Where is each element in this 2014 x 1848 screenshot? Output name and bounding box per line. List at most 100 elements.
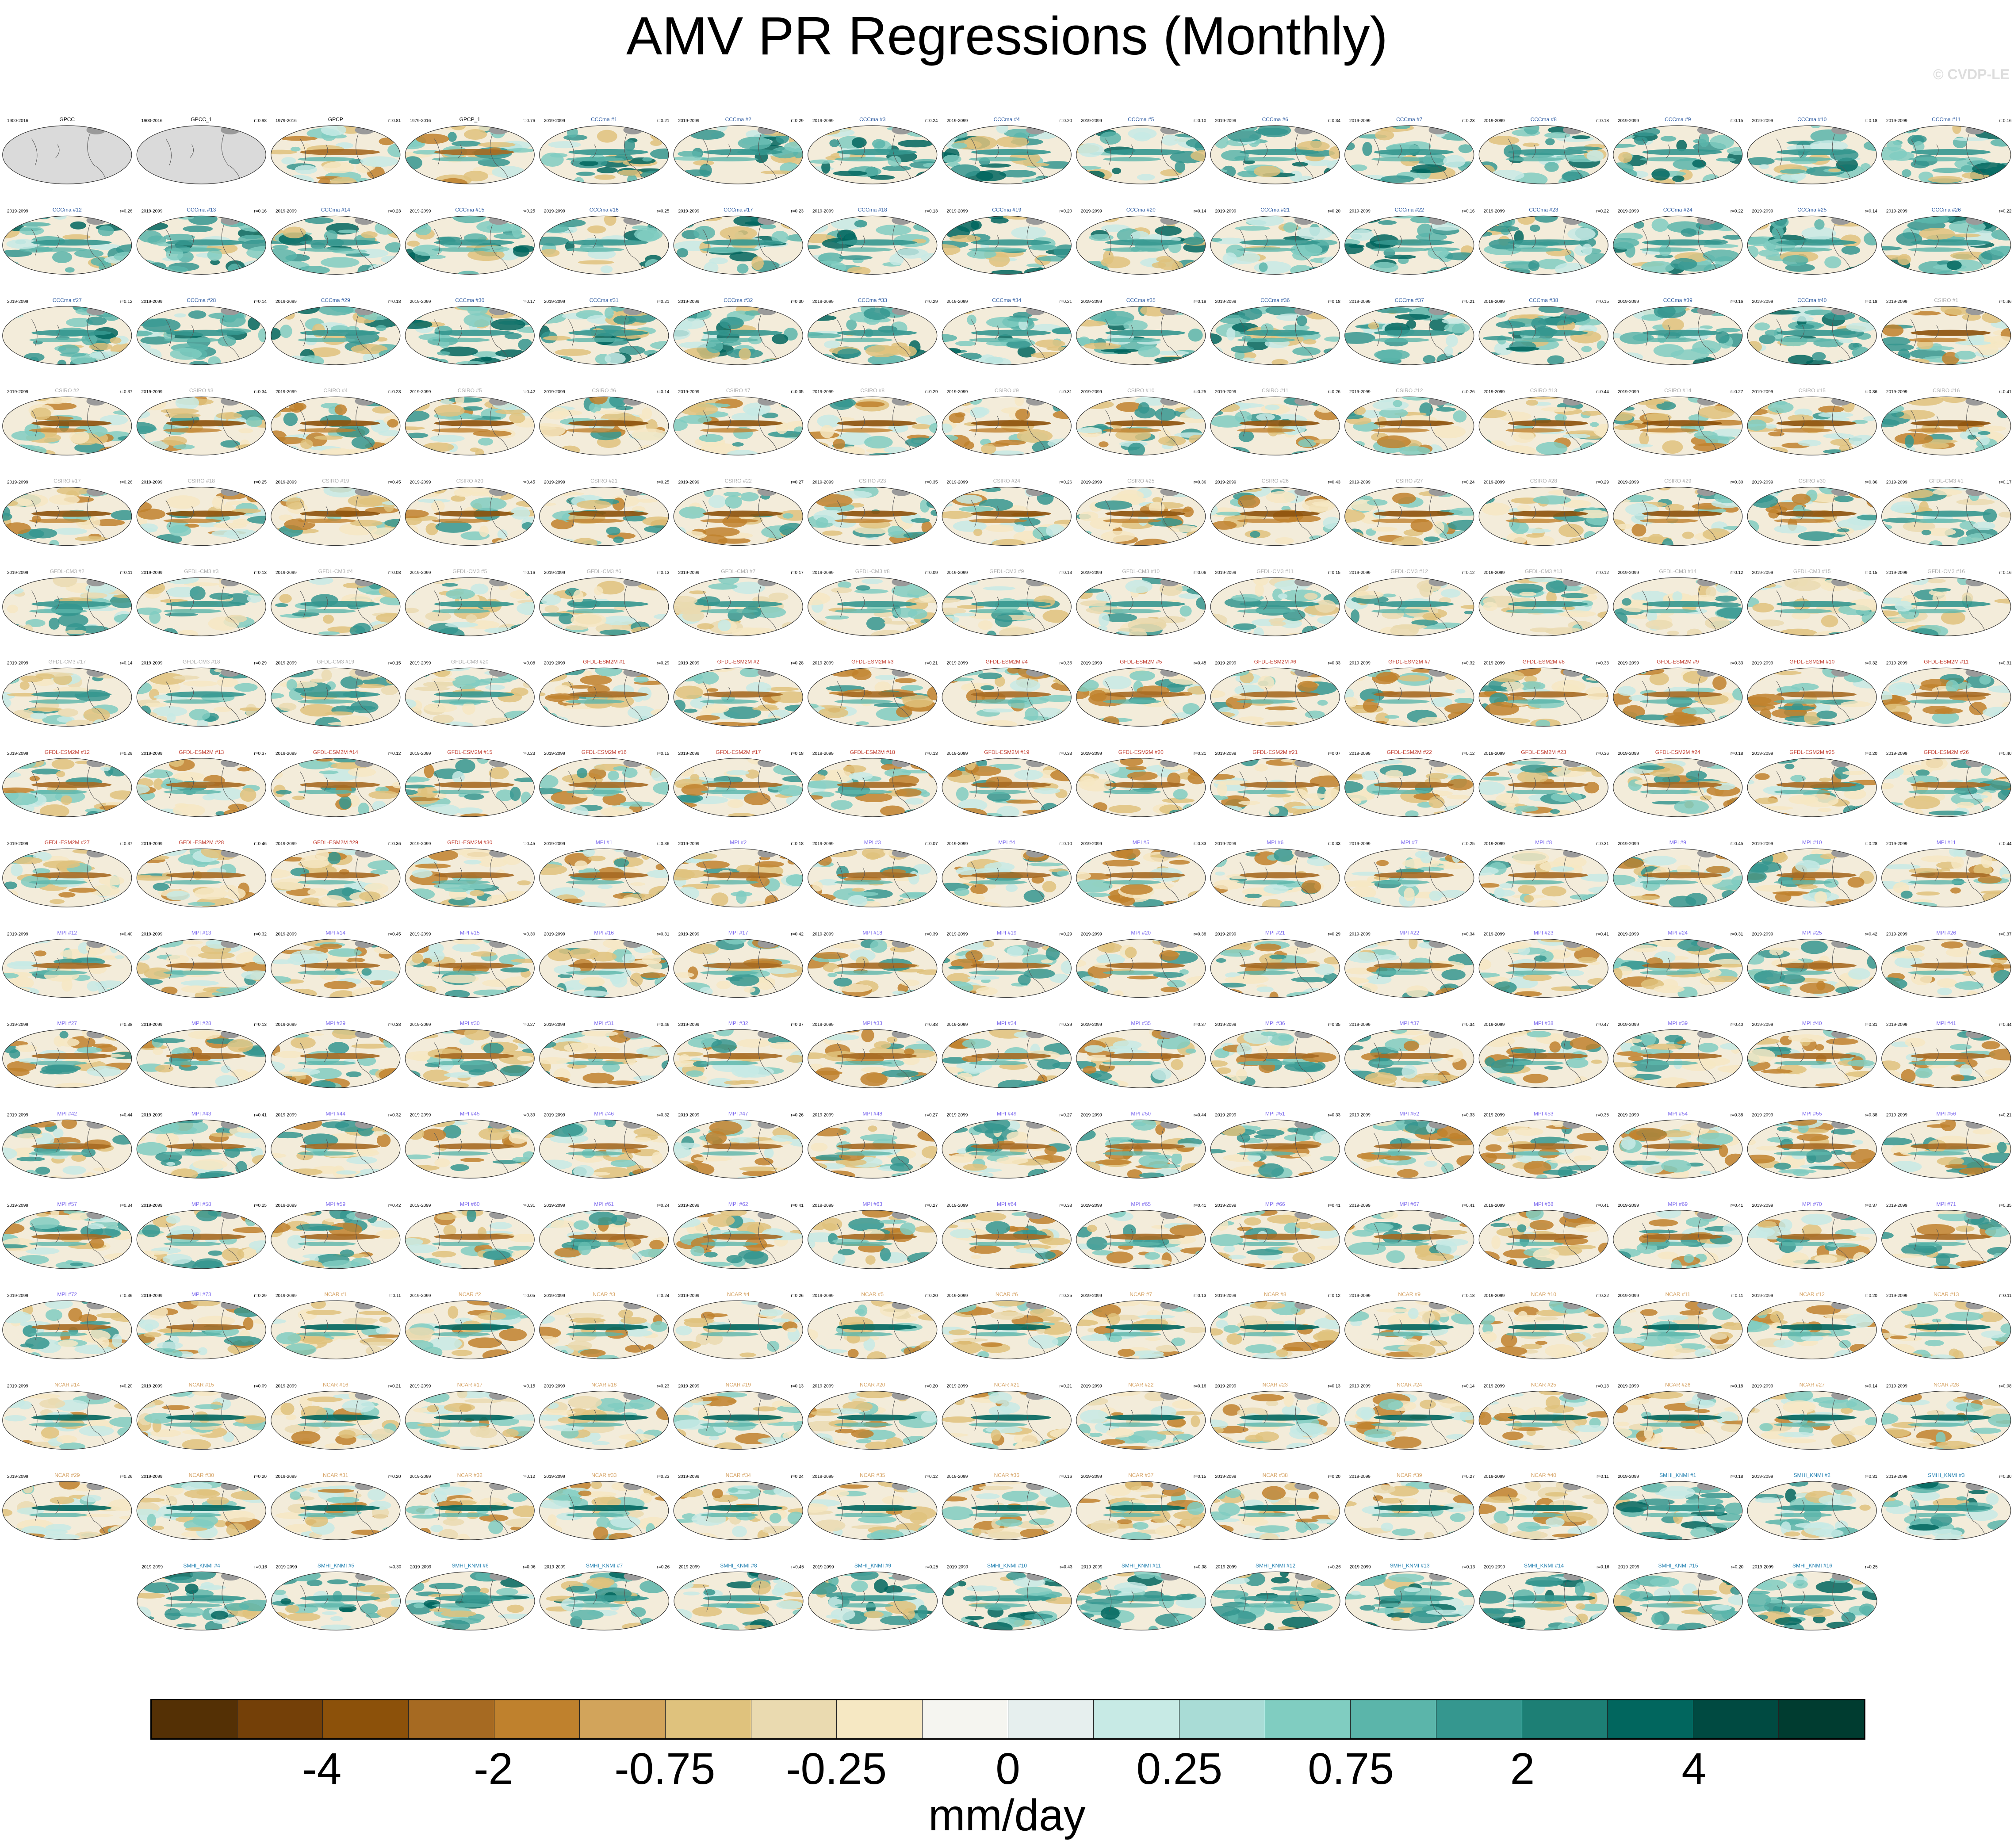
panel-correlation-label: r=0.33 — [1462, 1113, 1475, 1117]
panel-title-label: MPI #40 — [1802, 1020, 1822, 1026]
panel-title-label: MPI #52 — [1399, 1110, 1419, 1117]
panel-title-label: NCAR #20 — [860, 1382, 885, 1388]
panel-correlation-label: r=0.37 — [1999, 932, 2012, 937]
panel-title-label: MPI #54 — [1668, 1110, 1688, 1117]
panel-period-label: 2019-2099 — [1886, 1113, 1907, 1117]
panel-correlation-label: r=0.34 — [120, 1203, 133, 1208]
map-field — [1076, 126, 1206, 184]
map-panel: 2019-2099 GFDL-ESM2M #19 r=0.33 — [942, 749, 1072, 817]
panel-title-label: CCCma #40 — [1797, 297, 1826, 303]
map-field — [1747, 487, 1877, 546]
panel-title-label: MPI #38 — [1534, 1020, 1554, 1026]
map-field — [271, 849, 400, 907]
map-field — [137, 849, 266, 907]
panel-correlation-label: r=0.08 — [1999, 1384, 2012, 1389]
map-field — [2, 1481, 132, 1540]
panel-correlation-label: r=0.25 — [254, 1203, 267, 1208]
panel-period-label: 2019-2099 — [1081, 119, 1102, 123]
panel-correlation-label: r=0.05 — [522, 1293, 535, 1298]
panel-period-label: 2019-2099 — [544, 299, 565, 304]
panel-correlation-label: r=0.29 — [657, 661, 670, 666]
map-field — [539, 939, 669, 998]
map-field — [1613, 397, 1742, 455]
map-panel: 2019-2099 MPI #69 r=0.41 — [1613, 1201, 1743, 1269]
panel-period-label: 2019-2099 — [544, 570, 565, 575]
panel-period-label: 2019-2099 — [1752, 299, 1773, 304]
map-panel: 2019-2099 MPI #42 r=0.44 — [2, 1110, 133, 1178]
map-field — [1479, 1029, 1608, 1088]
map-panel: 2019-2099 MPI #47 r=0.26 — [673, 1110, 804, 1178]
panel-correlation-label: r=0.25 — [1059, 1293, 1072, 1298]
map-field — [1210, 939, 1340, 998]
panel-period-label: 2019-2099 — [1484, 209, 1505, 214]
map-panel: 2019-2099 CCCma #37 r=0.21 — [1344, 297, 1475, 365]
panel-title-label: GFDL-ESM2M #23 — [1521, 749, 1566, 755]
panel-title-label: NCAR #5 — [861, 1291, 884, 1297]
map-panel: 2019-2099 MPI #27 r=0.38 — [2, 1020, 133, 1088]
panel-period-label: 2019-2099 — [276, 390, 297, 394]
panel-title-label: CSIRO #11 — [1262, 387, 1289, 394]
panel-period-label: 2019-2099 — [1752, 570, 1773, 575]
panel-period-label: 2019-2099 — [1081, 480, 1102, 485]
panel-period-label: 2019-2099 — [544, 661, 565, 666]
map-panel: 2019-2099 MPI #56 r=0.21 — [1881, 1110, 2012, 1178]
panel-period-label: 2019-2099 — [1081, 932, 1102, 937]
panel-period-label: 2019-2099 — [1215, 1113, 1237, 1117]
map-field — [1881, 758, 2011, 817]
map-panel: 2019-2099 GFDL-CM3 #10 r=0.06 — [1076, 568, 1206, 636]
panel-title-label: GFDL-ESM2M #26 — [1924, 749, 1969, 755]
panel-title-label: GFDL-ESM2M #22 — [1387, 749, 1432, 755]
panel-correlation-label: r=0.20 — [1059, 209, 1072, 214]
panel-correlation-label: r=0.30 — [1731, 480, 1743, 485]
map-panel: 2019-2099 GFDL-ESM2M #25 r=0.20 — [1747, 749, 1877, 817]
panel-correlation-label: r=0.20 — [1731, 1565, 1744, 1569]
panel-period-label: 2019-2099 — [678, 1113, 700, 1117]
panel-period-label: 2019-2099 — [1618, 1113, 1639, 1117]
map-field — [271, 216, 400, 275]
panel-title-label: NCAR #29 — [54, 1472, 80, 1478]
map-panel: 2019-2099 MPI #46 r=0.32 — [539, 1110, 670, 1178]
panel-period-label: 2019-2099 — [7, 661, 28, 666]
panel-correlation-label: r=0.33 — [1731, 661, 1743, 666]
colorbar-tick-label: 0 — [996, 1744, 1020, 1794]
panel-period-label: 2019-2099 — [1349, 661, 1371, 666]
map-field — [137, 1120, 266, 1178]
map-panel: 2019-2099 NCAR #9 r=0.18 — [1344, 1291, 1475, 1359]
panel-correlation-label: r=0.38 — [1865, 1113, 1877, 1117]
map-panel: 2019-2099 MPI #54 r=0.38 — [1613, 1110, 1743, 1178]
panel-period-label: 2019-2099 — [1349, 390, 1371, 394]
panel-period-label: 2019-2099 — [1081, 661, 1102, 666]
panel-correlation-label: r=0.07 — [925, 842, 938, 846]
panel-title-label: NCAR #1 — [324, 1291, 347, 1297]
panel-period-label: 2019-2099 — [947, 1293, 968, 1298]
panel-period-label: 2019-2099 — [1081, 1565, 1103, 1569]
map-field — [674, 849, 803, 907]
map-panel: 2019-2099 CSIRO #8 r=0.29 — [808, 387, 938, 455]
map-panel: 2019-2099 CSIRO #11 r=0.26 — [1210, 387, 1340, 455]
map-field — [1747, 397, 1877, 455]
panel-title-label: CSIRO #16 — [1933, 387, 1960, 394]
map-field — [942, 758, 1072, 817]
map-panel: 2019-2099 MPI #59 r=0.42 — [271, 1201, 401, 1269]
map-panel: 2019-2099 SMHI_KNMI #7 r=0.26 — [539, 1562, 670, 1630]
panel-period-label: 2019-2099 — [544, 1474, 565, 1479]
panel-correlation-label: r=0.11 — [1731, 1293, 1743, 1298]
panel-correlation-label: r=0.21 — [925, 661, 938, 666]
panel-title-label: CCCma #26 — [1932, 207, 1961, 213]
panel-correlation-label: r=0.29 — [1059, 932, 1072, 937]
map-field — [808, 1029, 937, 1088]
map-field — [137, 578, 266, 636]
panel-correlation-label: r=0.12 — [1328, 1293, 1340, 1298]
panel-title-label: CCCma #34 — [992, 297, 1021, 303]
panel-correlation-label: r=0.12 — [1462, 570, 1475, 575]
colorbar-tick-label: -4 — [302, 1744, 342, 1794]
panel-period-label: 2019-2099 — [1886, 390, 1907, 394]
map-field — [1076, 487, 1206, 546]
panel-period-label: 2019-2099 — [1484, 119, 1505, 123]
panel-correlation-label: r=0.16 — [1999, 570, 2012, 575]
panel-correlation-label: r=0.32 — [254, 932, 267, 937]
panel-correlation-label: r=0.43 — [1060, 1565, 1072, 1569]
panel-correlation-label: r=0.20 — [1328, 209, 1340, 214]
panel-correlation-label: r=0.30 — [791, 299, 804, 304]
panel-period-label: 2019-2099 — [812, 661, 834, 666]
